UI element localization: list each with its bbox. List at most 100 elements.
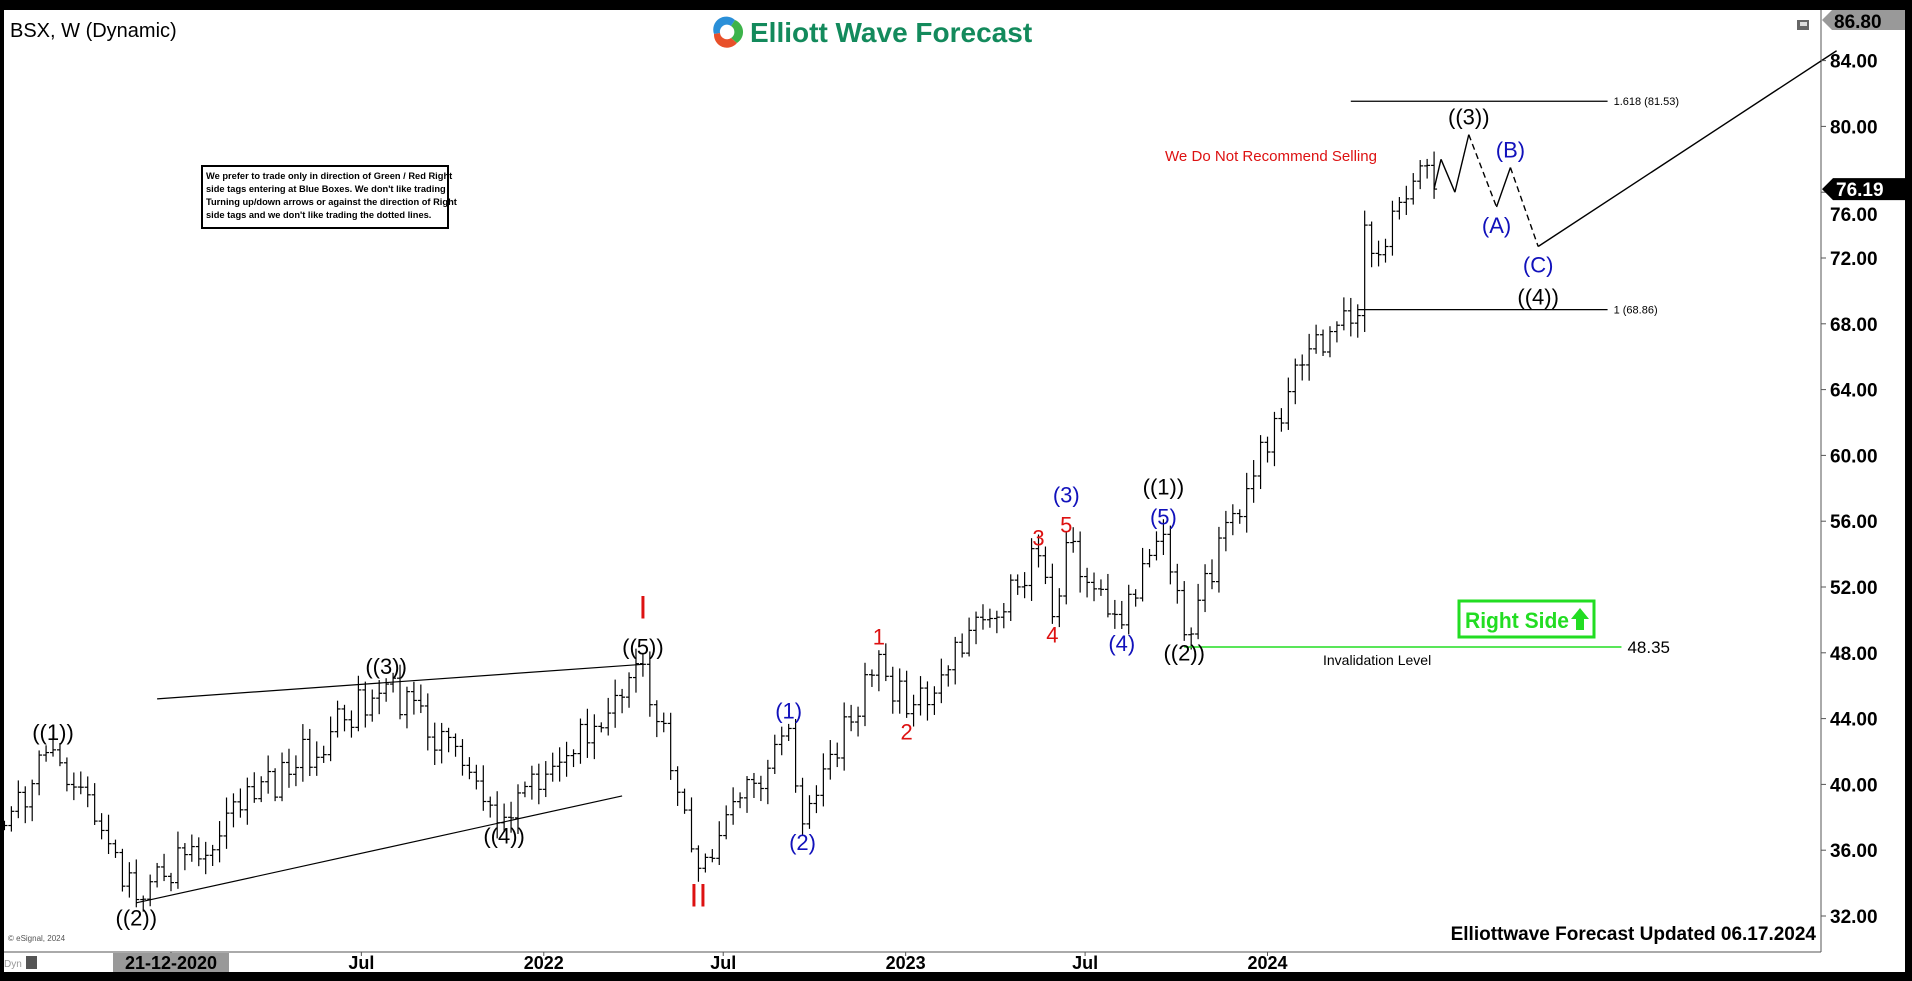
price-bar (1104, 573, 1111, 618)
price-bar (1153, 531, 1160, 561)
price-bar (695, 845, 702, 882)
price-bar (452, 733, 459, 757)
wave-label: 2 (901, 720, 913, 745)
wave-label: ((1)) (32, 720, 74, 745)
price-bar (230, 793, 237, 828)
price-bar (660, 712, 667, 733)
price-bar (716, 821, 723, 866)
price-bar (438, 722, 445, 764)
price-bar (723, 805, 730, 840)
fib-level-label: 1 (68.86) (1614, 305, 1658, 317)
price-bar (98, 813, 105, 840)
price-bar (1, 820, 8, 831)
price-bar (1118, 600, 1125, 629)
price-bar (591, 714, 598, 760)
price-bar (875, 650, 882, 692)
price-bar (1368, 221, 1375, 268)
price-bar (653, 700, 660, 738)
price-bar (424, 693, 431, 751)
price-bar (1188, 627, 1195, 650)
price-tick-label: 68.00 (1830, 315, 1878, 336)
price-bar (279, 752, 286, 802)
wave-labels: ((1))((2))((3))((4))((5))III(1)(2)12345(… (32, 105, 1559, 931)
price-bar (1132, 589, 1139, 607)
time-tick-label: 2024 (1247, 953, 1287, 973)
price-bar (1236, 509, 1243, 524)
price-bar (105, 814, 112, 855)
price-bar (487, 796, 494, 818)
price-bar (1340, 297, 1347, 331)
price-bar (730, 787, 737, 825)
price-tick-label: 56.00 (1830, 512, 1878, 533)
price-bar (1292, 358, 1299, 405)
price-bar (244, 777, 251, 825)
price-bar (820, 753, 827, 807)
price-bar (1084, 567, 1091, 598)
wave-label: (B) (1496, 138, 1525, 163)
price-bar (15, 780, 22, 819)
price-bar (1174, 563, 1181, 604)
price-bar (598, 722, 605, 733)
price-tick-label: 80.00 (1830, 117, 1878, 138)
price-bar (140, 895, 147, 912)
wave-label: II (690, 877, 708, 913)
price-bar (1125, 584, 1132, 635)
price-bar (1396, 197, 1403, 220)
price-bar (1209, 559, 1215, 590)
price-bar (882, 643, 889, 682)
price-bar (952, 636, 959, 685)
price-bar (410, 681, 417, 715)
fib-level-label: 1.618 (81.53) (1614, 96, 1679, 108)
price-tick-label: 84.00 (1830, 52, 1878, 73)
price-bar (1417, 160, 1424, 190)
time-axis[interactable]: 21-12-2020 Jul 2022 Jul 2023 Jul 2024 (113, 952, 1288, 973)
price-bar (1431, 151, 1438, 199)
price-bar (605, 697, 612, 736)
price-bar (1111, 599, 1118, 629)
price-bar (993, 610, 1000, 634)
price-bar (306, 728, 313, 777)
price-bar (584, 708, 591, 758)
copyright-text: © eSignal, 2024 (8, 934, 66, 943)
price-bar (188, 834, 195, 862)
projection-segment (1440, 159, 1456, 193)
price-bar (1028, 538, 1035, 601)
price-bar (1424, 158, 1431, 179)
wave-label: (1) (775, 698, 802, 723)
price-bar (917, 676, 924, 716)
price-bar (1347, 297, 1354, 337)
price-bar (1257, 435, 1264, 490)
wave-label: ((1)) (1143, 474, 1185, 499)
projection-segment (1433, 159, 1442, 190)
price-bar (959, 633, 966, 658)
wave-label: ((3)) (365, 654, 407, 679)
price-bar (1014, 574, 1021, 595)
dyn-toggle-icon[interactable] (26, 956, 37, 969)
price-bar (29, 779, 36, 822)
price-bar (674, 766, 681, 806)
price-bar (521, 781, 528, 798)
price-bar (979, 604, 986, 630)
price-bar (702, 853, 709, 873)
trend-line (136, 795, 623, 904)
price-bar (1049, 563, 1056, 624)
projection-segment (1454, 134, 1470, 193)
price-bar (556, 747, 563, 782)
price-bar (868, 669, 875, 687)
price-axis[interactable]: 84.00 80.00 76.00 72.00 68.00 64.00 60.00 56.00… (1821, 10, 1905, 928)
price-bar (744, 776, 751, 813)
time-cursor-highlight (113, 953, 229, 972)
price-bar (848, 704, 855, 732)
wave-label: ((5)) (622, 634, 664, 659)
price-bar (126, 862, 133, 898)
logo-swirl-icon (712, 16, 744, 48)
price-bar (945, 665, 952, 687)
price-bar (466, 757, 473, 780)
price-bar (258, 776, 265, 803)
price-bar (362, 681, 369, 728)
price-bar (757, 775, 764, 802)
price-bar (1271, 411, 1278, 467)
price-bar (986, 608, 993, 628)
price-bar (313, 741, 320, 776)
